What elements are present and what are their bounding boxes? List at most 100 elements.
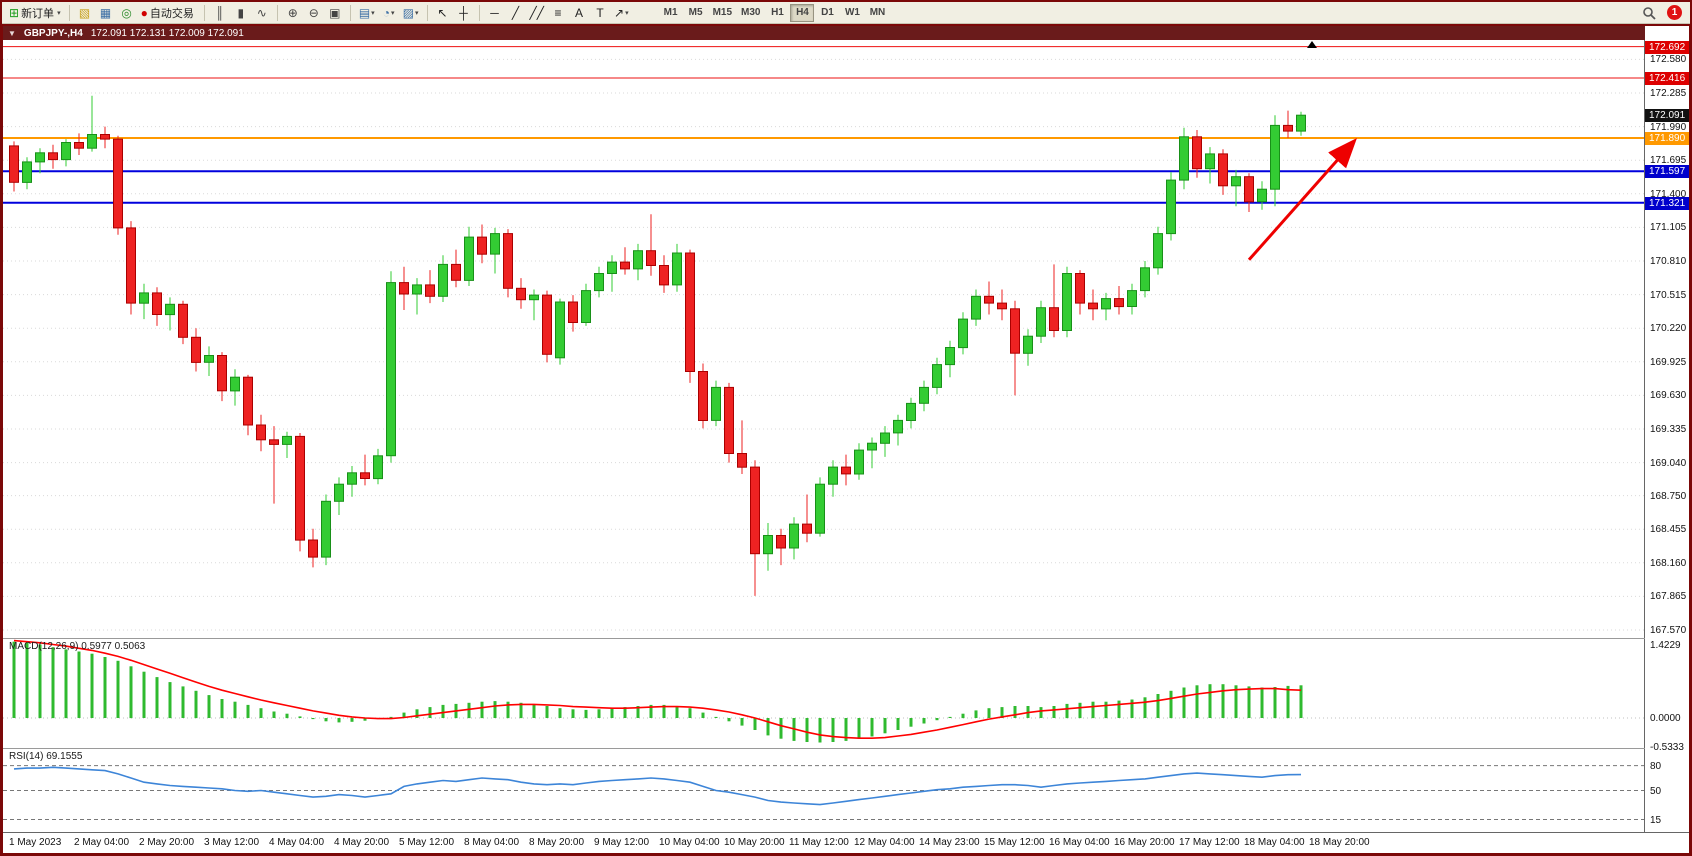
macd-axis-label: -0.5333 [1650,742,1684,753]
timeframe-m30-button[interactable]: M30 [741,7,761,18]
price-marker-label: 172.091 [1645,109,1689,122]
tile-windows-button[interactable]: ▣ [325,3,345,22]
time-axis-label: 4 May 04:00 [269,837,325,848]
price-axis-label: 168.160 [1650,558,1687,569]
price-axis-label: 167.570 [1650,625,1687,636]
zoom-in-button[interactable]: ⊕ [283,3,303,22]
chart-window-button[interactable]: ▦ [96,3,116,22]
time-axis-label: 4 May 20:00 [334,837,390,848]
timeframe-d1-button[interactable]: D1 [821,7,834,18]
pane-divider[interactable] [3,748,1689,749]
horizontal-line-button[interactable]: ─ [485,3,505,22]
templates-icon: ▨ [402,5,415,20]
price-axis-label: 169.335 [1650,424,1687,435]
bar-chart-button[interactable]: ║ [210,3,230,22]
timeframe-m5-button[interactable]: M5 [688,7,703,18]
trend-arrow-annotation[interactable] [1247,138,1357,261]
crosshair-button[interactable]: ┼ [454,3,474,22]
headset-icon: ◎ [121,5,132,20]
toolbar-separator [68,4,70,21]
time-axis-label: 16 May 04:00 [1049,837,1110,848]
toolbar-separator [426,4,428,21]
profiles-icon: ◔ [382,5,391,20]
price-marker-label: 171.321 [1645,197,1689,210]
new-chart-button[interactable]: ▤ ▾ [356,3,378,22]
timeframe-w1-button[interactable]: W1 [844,7,860,18]
trendline-button[interactable]: ╱ [506,3,526,22]
channel-button[interactable]: ╱╱ [527,3,547,22]
candlestick-chart[interactable] [3,26,1644,832]
time-axis-label: 5 May 12:00 [399,837,455,848]
current-bar-marker [1307,41,1317,48]
timeframe-m1-button[interactable]: M1 [663,7,678,18]
text-button[interactable]: A [569,3,589,22]
candlestick-icon: ▮ [237,5,245,20]
price-axis-label: 170.515 [1650,290,1687,301]
time-axis-label: 2 May 04:00 [74,837,130,848]
notification-badge[interactable]: 1 [1667,5,1682,20]
auto-trading-button-label: 自动交易 [149,7,194,20]
price-axis[interactable]: 172.580 172.285 171.990 171.695 171.400 171.1… [1645,26,1689,832]
templates-button[interactable]: ▨ ▾ [400,3,422,22]
macd-main-value: 0.5977 [81,641,112,652]
chart-ohlc-values: 172.091 172.131 172.009 172.091 [90,27,244,39]
rsi-axis-label: 50 [1650,786,1662,797]
rsi-axis-label: 15 [1650,815,1662,826]
arrows-button[interactable]: ↗ ▾ [611,3,632,22]
search-button[interactable] [1639,3,1659,22]
crosshair-icon: ┼ [459,5,468,20]
time-axis-label: 18 May 20:00 [1309,837,1370,848]
package-button[interactable]: ▧ [75,3,95,22]
new-order-button[interactable]: ⊞ 新订单 ▾ [6,3,64,22]
channel-icon: ╱╱ [529,5,544,20]
label-button[interactable]: T [590,3,610,22]
price-axis-label: 172.580 [1650,54,1687,65]
new-chart-icon: ▤ [358,5,371,20]
candlestick-button[interactable]: ▮ [231,3,251,22]
timeframe-m15-button[interactable]: M15 [712,7,733,18]
line-chart-button[interactable]: ∿ [252,3,272,22]
macd-signal-value: 0.5063 [114,641,146,652]
package-icon: ▧ [78,5,91,20]
timeframe-h4-button[interactable]: H4 [790,3,815,22]
support-button[interactable]: ◎ [117,3,137,22]
time-axis-label: 9 May 12:00 [594,837,650,848]
chart-symbol-title: GBPJPY-,H4 [23,27,83,39]
price-axis-label: 169.040 [1650,458,1687,469]
chart-window-icon: ▦ [99,5,112,20]
price-axis-label: 171.990 [1650,122,1687,133]
text-label-icon: T [596,5,604,20]
text-icon: A [574,5,583,20]
toolbar-separator [349,4,351,21]
pane-divider[interactable] [3,638,1689,639]
time-axis-label: 12 May 04:00 [854,837,915,848]
chart-title-bar[interactable]: ▼ GBPJPY-,H4 172.091 172.131 172.009 172… [3,26,1689,40]
time-axis-label: 11 May 12:00 [789,837,849,848]
fibonacci-button[interactable]: ≡ [548,3,568,22]
profiles-button[interactable]: ◔ ▾ [379,3,399,22]
toolbar-separator [203,4,205,21]
new-order-button-label: 新订单 [21,7,55,20]
zoom-out-button[interactable]: ⊖ [304,3,324,22]
timeframe-h1-button[interactable]: H1 [771,7,784,18]
macd-name: MACD(12,26,9) [9,641,79,652]
cursor-button[interactable]: ↖ [433,3,453,22]
price-axis-label: 170.220 [1650,323,1687,334]
price-axis-label: 171.105 [1650,222,1687,233]
tile-windows-icon: ▣ [329,5,341,20]
time-axis[interactable]: 1 May 2023 2 May 04:00 2 May 20:00 3 May 12… [3,833,1689,853]
rsi-name: RSI(14) [9,751,44,762]
toolbar-button-group: ⊞ 新订单 ▾ ▧ ▦ ◎ ● 自动交易 ║ ▮ ∿ ⊕ ⊖ ▣ ▤ ▾ ◔ ▾ ▨ ▾ ↖ ┼ ─ ╱ ╱╱ ≡ A T ↗ ▾ [6,3,659,22]
timeframe-mn-button[interactable]: MN [869,7,886,18]
macd-axis-label: 0.0000 [1650,713,1681,724]
zoom-out-icon: ⊖ [308,5,319,20]
time-axis-label: 15 May 12:00 [984,837,1045,848]
time-axis-label: 3 May 12:00 [204,837,260,848]
trendline-icon: ╱ [511,5,520,20]
time-axis-label: 16 May 20:00 [1114,837,1175,848]
auto-trading-button[interactable]: ● 自动交易 [138,3,199,22]
arrow-tool-icon: ↗ [614,5,625,20]
search-icon [1643,6,1656,20]
price-marker-label: 172.416 [1645,72,1689,85]
chevron-down-icon: ▾ [415,9,419,17]
